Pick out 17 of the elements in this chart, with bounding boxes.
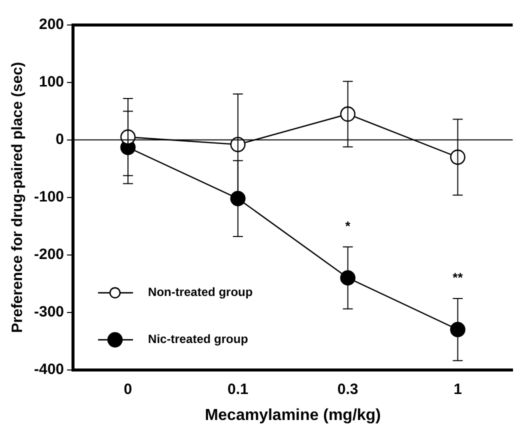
annotation: ** bbox=[452, 270, 464, 286]
x-tick-label: 0.1 bbox=[227, 380, 248, 398]
y-tick-label: 200 bbox=[38, 16, 64, 34]
y-tick-label: 100 bbox=[38, 74, 64, 91]
y-tick-label: -100 bbox=[34, 188, 64, 206]
y-tick-label: -200 bbox=[34, 246, 64, 264]
x-axis-title: Mecamylamine (mg/kg) bbox=[204, 406, 381, 424]
y-tick-label: 0 bbox=[56, 131, 64, 148]
y-tick-label: -400 bbox=[34, 360, 64, 378]
x-tick-label: 1 bbox=[454, 380, 462, 398]
legend-label: Nic-treated group bbox=[148, 332, 248, 346]
x-tick-label: 0 bbox=[124, 380, 132, 398]
x-tick-label: 0.3 bbox=[337, 380, 358, 398]
y-tick-label: -300 bbox=[34, 303, 64, 320]
annotation: * bbox=[345, 218, 352, 234]
y-axis-title: Preference for drug-paired place (sec) bbox=[9, 62, 26, 333]
legend-label: Non-treated group bbox=[148, 285, 253, 300]
